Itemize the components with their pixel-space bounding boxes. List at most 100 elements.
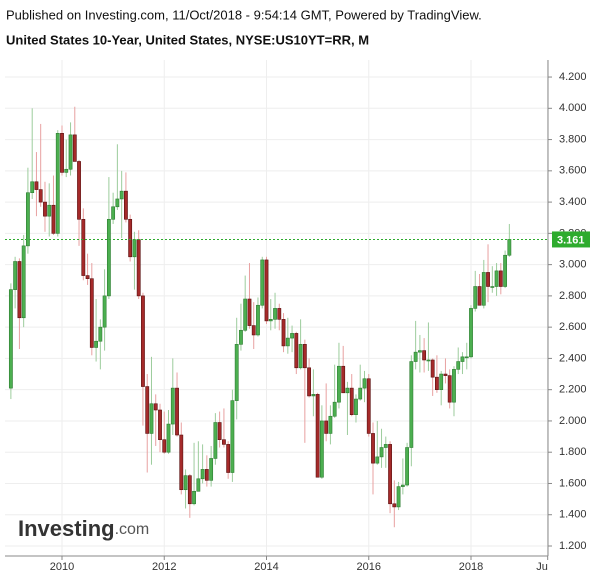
candle-body	[111, 206, 116, 220]
candle-body	[294, 333, 299, 369]
candle-body	[379, 447, 384, 458]
candle-body	[102, 295, 107, 328]
y-tick-label: 1.800	[559, 446, 587, 458]
candle-body	[354, 398, 358, 415]
candle-body	[422, 350, 427, 361]
candle-body	[132, 239, 137, 258]
candle-body	[209, 458, 214, 481]
candle-body	[268, 319, 273, 322]
candle-body	[383, 444, 388, 448]
candle-body	[498, 270, 503, 287]
candle-body	[388, 444, 392, 505]
candle-body	[341, 365, 346, 394]
y-tick-label: 3.600	[559, 165, 587, 177]
candle-body	[324, 420, 329, 434]
candle-body	[273, 308, 277, 320]
candle-body	[175, 387, 179, 436]
candle-body	[72, 134, 77, 162]
candle-body	[115, 198, 120, 208]
y-tick-label: 2.400	[559, 352, 587, 364]
candle-body	[400, 484, 405, 487]
y-tick-label: 2.000	[559, 415, 587, 427]
candle-body	[60, 133, 64, 173]
candle-body	[392, 503, 397, 508]
candle-body	[251, 325, 256, 336]
candle-body	[439, 373, 444, 390]
candle-body	[447, 375, 452, 403]
candle-body	[319, 420, 324, 478]
candle-body	[358, 387, 363, 400]
candle-body	[85, 275, 90, 279]
candle-body	[38, 189, 43, 203]
candle-body	[21, 245, 26, 319]
candle-body	[503, 254, 508, 287]
candle-body	[153, 403, 158, 411]
candles	[8, 106, 512, 528]
x-tick-label: 2016	[357, 561, 381, 573]
candle-body	[464, 356, 469, 359]
candle-body	[430, 359, 435, 378]
candle-body	[443, 373, 448, 376]
candle-body	[426, 359, 431, 362]
candle-body	[345, 387, 350, 394]
candle-body	[124, 190, 128, 220]
candle-body	[494, 270, 499, 287]
candle-body	[290, 333, 294, 339]
candle-body	[179, 434, 184, 491]
candle-body	[187, 475, 192, 505]
candle-body	[77, 161, 81, 220]
candle-body	[413, 351, 418, 362]
y-tick-label: 2.800	[559, 290, 587, 302]
candle-body	[409, 361, 414, 448]
candle-body	[55, 133, 60, 234]
candle-body	[230, 400, 235, 473]
candle-body	[106, 218, 111, 297]
candle-body	[47, 204, 52, 217]
watermark-suffix: .com	[115, 521, 150, 538]
candle-body	[98, 326, 103, 342]
candle-body	[17, 261, 22, 319]
candle-body	[234, 344, 239, 401]
candle-body	[469, 308, 473, 358]
candle-body	[34, 181, 39, 190]
candle-body	[119, 190, 124, 200]
candle-body	[481, 272, 486, 306]
candle-body	[30, 181, 35, 194]
candle-body	[141, 295, 145, 387]
candle-body	[43, 201, 47, 217]
candle-body	[456, 361, 461, 370]
candle-body	[417, 350, 422, 353]
y-tick-label: 1.600	[559, 477, 587, 489]
candle-body	[435, 376, 439, 390]
candle-body	[332, 401, 337, 417]
candle-body	[200, 469, 205, 480]
candle-body	[328, 415, 333, 434]
x-tick-label: 2014	[254, 561, 278, 573]
candle-body	[226, 444, 231, 473]
chart-title: United States 10-Year, United States, NY…	[6, 32, 369, 47]
y-tick-label: 3.400	[559, 196, 587, 208]
candle-body	[149, 403, 154, 434]
y-tick-label: 3.000	[559, 259, 587, 271]
candle-body	[264, 259, 269, 322]
candle-body	[486, 272, 490, 287]
candle-body	[243, 298, 248, 331]
watermark-name: Investing	[18, 516, 115, 541]
candle-body	[298, 344, 303, 369]
candle-body	[473, 286, 478, 309]
candle-body	[81, 218, 86, 276]
y-tick-label: 3.800	[559, 133, 587, 145]
y-tick-label: 1.200	[559, 540, 587, 552]
y-tick-label: 1.400	[559, 509, 587, 521]
x-tick-label: 2012	[152, 561, 176, 573]
watermark: Investing.com	[18, 516, 149, 541]
candle-body	[196, 478, 201, 492]
candle-body	[371, 433, 375, 464]
candle-body	[277, 308, 282, 320]
candle-body	[507, 239, 512, 256]
candle-body	[8, 289, 13, 389]
candle-body	[375, 456, 380, 464]
published-note: Published on Investing.com, 11/Oct/2018 …	[6, 7, 482, 22]
candle-body	[452, 369, 456, 403]
candle-body	[460, 356, 465, 362]
